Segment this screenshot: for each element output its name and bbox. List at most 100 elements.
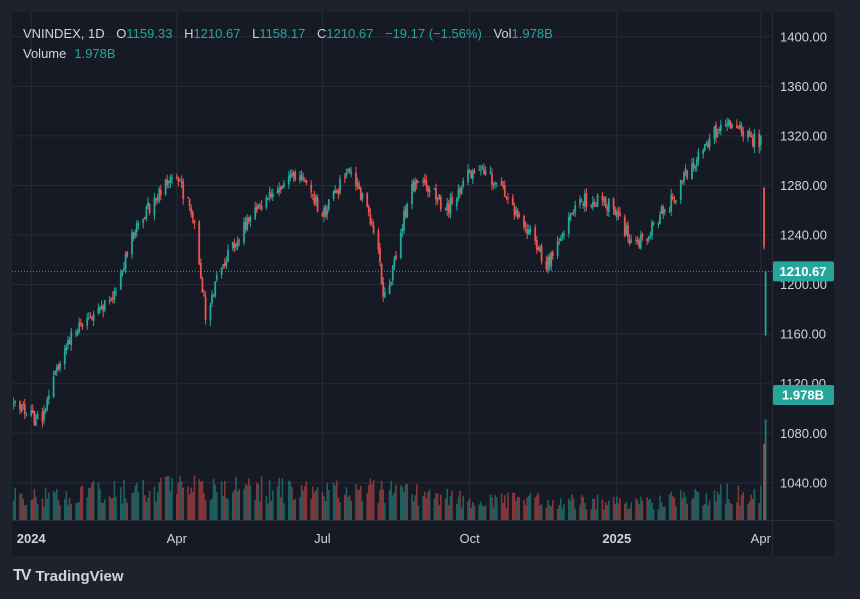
candle-body — [380, 264, 383, 284]
volume-bar — [526, 497, 528, 520]
volume-bar — [131, 493, 133, 520]
x-tick-label: Apr — [167, 531, 188, 546]
volume-bar — [81, 485, 84, 520]
candle-body — [527, 230, 530, 235]
candle-body — [753, 133, 756, 148]
volume-bar — [321, 491, 324, 520]
candle-body — [492, 184, 495, 186]
candle-body — [131, 232, 133, 254]
volume-bar — [540, 504, 543, 520]
volume-bar — [48, 492, 50, 520]
candle-body — [404, 209, 407, 217]
candle-body — [76, 331, 79, 336]
volume-bar — [190, 487, 192, 520]
volume-bar — [300, 485, 303, 520]
candle-body — [148, 203, 151, 213]
candle-body — [193, 219, 196, 224]
volume-bar — [539, 505, 541, 520]
volume-bar — [337, 497, 340, 520]
candle-body — [233, 243, 236, 248]
candle-body — [470, 171, 473, 178]
volume-bar — [134, 485, 136, 520]
volume-bar — [763, 443, 765, 520]
volume-bar — [614, 503, 616, 520]
candle-body — [449, 197, 452, 215]
volume-bar — [177, 482, 180, 520]
volume-bar — [516, 496, 519, 520]
volume-bar — [433, 498, 436, 520]
volume-bar — [43, 506, 45, 520]
volume-bar — [393, 492, 396, 520]
volume-bar — [260, 476, 263, 520]
change-value: −19.17 (−1.56%) — [384, 26, 482, 41]
volume-bar — [552, 500, 554, 520]
candle-body — [718, 129, 721, 132]
volume-bar — [747, 504, 749, 520]
candle-body — [539, 246, 541, 253]
volume-bar — [696, 491, 698, 520]
candle-body — [551, 252, 554, 256]
candle-body — [759, 136, 762, 145]
candle-body — [115, 292, 117, 294]
candle-body — [65, 346, 68, 351]
candle-body — [92, 314, 95, 321]
volume-bar — [456, 504, 458, 520]
volume-bar — [188, 494, 191, 520]
candle-body — [417, 181, 420, 183]
tradingview-logo[interactable]: TV TradingView — [13, 567, 124, 585]
volume-bar — [468, 498, 471, 520]
volume-bar — [572, 498, 575, 520]
candle-body — [25, 415, 28, 417]
volume-bar — [25, 504, 28, 520]
volume-bar — [268, 480, 271, 520]
candle-body — [246, 217, 249, 231]
volume-bar — [41, 498, 44, 520]
candle-body — [323, 208, 325, 216]
volume-bar — [545, 507, 548, 520]
candle-body — [292, 172, 295, 177]
candle-body — [483, 169, 485, 175]
candle-body — [316, 197, 319, 212]
candle-body — [729, 120, 732, 129]
candle-body — [79, 323, 82, 325]
high-value: 1210.67 — [193, 26, 241, 41]
volume-bar — [382, 489, 384, 520]
candle-body — [332, 190, 335, 199]
candle-body — [462, 180, 465, 187]
candle-body — [243, 221, 245, 243]
volume-bar — [684, 496, 687, 520]
candle-body — [436, 200, 439, 202]
candle-body — [668, 210, 671, 212]
candle-body — [326, 210, 329, 215]
candle-body — [343, 176, 346, 178]
candle-body — [223, 263, 226, 267]
candle-body — [283, 183, 285, 187]
volume-bar — [280, 497, 282, 520]
candle-body — [764, 271, 767, 335]
volume-bar — [641, 500, 644, 520]
candle-body — [478, 169, 481, 171]
candle-body — [225, 260, 228, 266]
candle-body — [739, 124, 741, 128]
candle-body — [457, 189, 460, 199]
candle-body — [726, 123, 729, 126]
volume-bar — [737, 485, 740, 520]
volume-bar — [748, 501, 751, 520]
volume-bar — [502, 502, 504, 520]
volume-bar — [22, 498, 24, 520]
candle-body — [126, 251, 129, 256]
candle-body — [671, 196, 674, 200]
legend-interval: 1D — [88, 26, 105, 41]
candle-body — [231, 242, 234, 249]
volume-bar — [414, 495, 416, 520]
candle-body — [377, 230, 380, 250]
volume-bar — [481, 505, 484, 520]
volume-bar — [33, 488, 36, 520]
low-label: L — [252, 26, 260, 41]
volume-bar — [332, 482, 335, 520]
candle-body — [412, 181, 415, 191]
candle-body — [548, 256, 551, 266]
volume-bar — [336, 480, 338, 520]
volume-bar — [68, 498, 71, 520]
